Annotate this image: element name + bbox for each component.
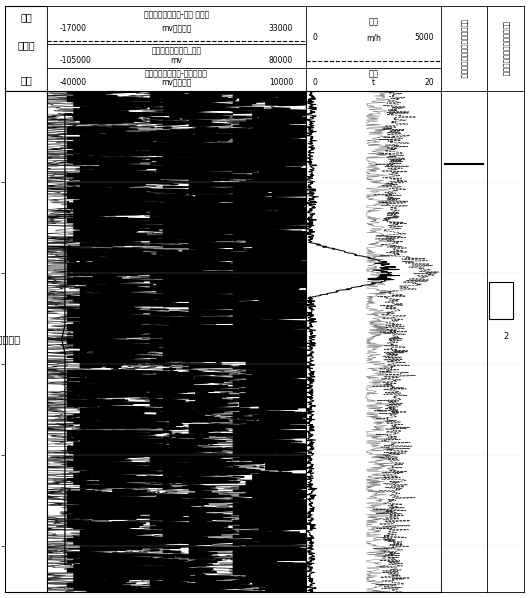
Text: m/h: m/h	[366, 33, 381, 42]
Text: 20: 20	[424, 78, 434, 87]
Text: 测速: 测速	[368, 17, 378, 26]
Text: 张力: 张力	[368, 70, 378, 79]
Text: （米）: （米）	[17, 40, 35, 50]
Text: 5000: 5000	[415, 33, 434, 42]
Text: -40000: -40000	[60, 78, 87, 87]
Text: 套管磁性异常测井_下测: 套管磁性异常测井_下测	[151, 46, 202, 55]
Text: 33000: 33000	[269, 25, 293, 33]
Text: 2: 2	[492, 159, 497, 169]
Text: t: t	[372, 78, 375, 87]
Text: 实测磁性异常监测解释成果图: 实测磁性异常监测解释成果图	[502, 21, 509, 76]
Text: mv（上测）: mv（上测）	[161, 78, 191, 87]
Bar	[489, 282, 513, 319]
Text: 0: 0	[313, 33, 317, 42]
Text: 套管磁性异常监测已校正结果图: 套管磁性异常监测已校正结果图	[461, 19, 468, 78]
Text: mv（上测）: mv（上测）	[161, 25, 191, 33]
Text: 深度: 深度	[20, 12, 32, 22]
Text: 层位: 层位	[20, 76, 32, 86]
Text: 非线性深度误差: 非线性深度误差	[0, 334, 21, 344]
Text: -17000: -17000	[60, 25, 87, 33]
Text: 10000: 10000	[269, 78, 293, 87]
Text: 套管磁性异常监测-深度 校正前: 套管磁性异常监测-深度 校正前	[144, 11, 209, 20]
Text: 2: 2	[503, 332, 508, 341]
Text: 0: 0	[313, 78, 317, 87]
Text: mv: mv	[170, 56, 183, 65]
Text: 套管磁性异常监测-深度校正后: 套管磁性异常监测-深度校正后	[145, 69, 208, 78]
Text: -105000: -105000	[60, 56, 92, 65]
Text: 80000: 80000	[269, 56, 293, 65]
